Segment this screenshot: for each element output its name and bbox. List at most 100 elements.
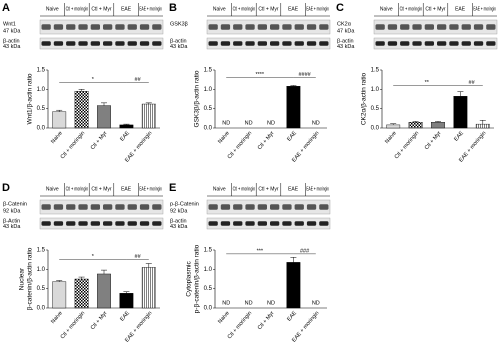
blot-band (127, 24, 137, 30)
lane-header: EAE + moringin (139, 186, 162, 192)
x-tick-label: Ctl + moringin (60, 130, 87, 160)
bar (74, 278, 89, 309)
blot-label: β-actin (170, 39, 187, 45)
blot-band (66, 204, 76, 210)
blot-band (233, 41, 243, 46)
y-tick-label: 0.0 (37, 126, 46, 132)
bar (453, 96, 468, 129)
blot-band (78, 221, 88, 226)
blot-band (245, 24, 255, 30)
x-tick-label: Naive (217, 310, 231, 325)
blot-band (486, 41, 496, 46)
blot-band (375, 24, 385, 30)
x-tick-label: Naive (217, 130, 231, 145)
y-axis-label: p-β-catenin/β-actin ratio (194, 244, 201, 313)
value-label: ND (245, 300, 253, 306)
blot-band (257, 41, 267, 46)
blot-band (257, 221, 267, 226)
blot (206, 19, 331, 35)
blot-band (115, 221, 125, 226)
blot-band (53, 24, 64, 30)
blot-band (294, 204, 304, 210)
blot-band (270, 221, 280, 226)
significance-label: ## (469, 80, 476, 86)
panel-label: C (336, 2, 344, 14)
y-axis-label: GSK3β/β-actin ratio (194, 70, 201, 127)
blot-band (319, 24, 329, 30)
blot-band (53, 204, 64, 210)
x-tick-label: Naive (50, 130, 64, 145)
blot-label: 47 kDa (3, 28, 21, 34)
lane-header: EAE + moringin (473, 6, 496, 12)
blot-band (473, 24, 484, 30)
blot-band (486, 24, 496, 30)
bar (141, 103, 156, 129)
x-tick-label: Ctl + Myr (257, 310, 276, 331)
blot (39, 37, 164, 50)
blot-band (461, 41, 471, 46)
y-tick-label: 1.0 (371, 87, 380, 93)
lane-header: EAE + moringin (139, 6, 162, 12)
y-axis-label: β-catenin/β-actin ratio (27, 247, 34, 310)
blot (373, 37, 498, 50)
blot-band (294, 24, 304, 30)
x-tick-label: EAE (453, 130, 465, 143)
blot-band (306, 41, 317, 46)
y-tick-label: 0.0 (371, 126, 380, 132)
blot-band (294, 41, 304, 46)
significance-label: ** (425, 80, 430, 86)
blot-band (306, 204, 317, 210)
panel-label: B (169, 2, 177, 14)
y-axis-label: Cytoplasmic (186, 261, 193, 297)
significance-label: #### (298, 72, 311, 78)
x-tick-label: EAE (286, 310, 298, 323)
bar (408, 121, 423, 129)
blot-band (41, 221, 51, 226)
x-tick-label: Ctl + moringin (227, 310, 254, 340)
significance-label: ### (300, 248, 310, 254)
blot-label: β-actin (170, 219, 187, 225)
blot-label: 43 kDa (337, 44, 355, 50)
blot-band (53, 221, 64, 226)
blot-band (103, 221, 113, 226)
blot-label: Wnt1 (3, 21, 16, 27)
y-tick-label: 0.0 (204, 306, 213, 312)
significance-label: **** (256, 72, 265, 78)
x-tick-label: Ctl + Myr (257, 130, 276, 151)
blot-band (139, 221, 150, 226)
x-tick-label: EAE (119, 310, 131, 323)
y-axis-label: Nuclear (19, 267, 26, 290)
blot-band (220, 41, 231, 46)
lane-header: Ctl + moringin (66, 186, 89, 192)
blot-band (245, 41, 255, 46)
blot-band (270, 24, 280, 30)
blot-band (220, 204, 231, 210)
lane-header: EAE (121, 186, 132, 192)
x-tick-label: Ctl + moringin (394, 130, 421, 160)
blot-band (319, 221, 329, 226)
blot-label: β-actin (337, 39, 354, 45)
blot (206, 217, 331, 230)
blot-band (90, 204, 100, 210)
blot-label: 43 kDa (170, 44, 188, 50)
blot-label: 43 kDa (3, 44, 21, 50)
blot-band (41, 41, 51, 46)
blot-band (152, 24, 162, 30)
bar (74, 91, 89, 129)
significance-label: * (92, 77, 95, 83)
lane-header: Ctl + moringin (400, 6, 423, 12)
blot-band (220, 221, 231, 226)
blot-band (270, 204, 280, 210)
blot-band (220, 24, 231, 30)
panel-label: D (2, 182, 10, 194)
y-axis-label: Wnt1/β-actin ratio (27, 73, 34, 124)
blot (206, 199, 331, 215)
x-tick-label: Ctl + Myr (90, 130, 109, 151)
blot-band (90, 41, 100, 46)
y-tick-label: 1.5 (371, 68, 380, 74)
blot-band (461, 24, 471, 30)
significance-label: ## (135, 77, 142, 83)
y-tick-label: 0.5 (371, 106, 380, 112)
y-tick-label: 1.5 (204, 248, 213, 254)
